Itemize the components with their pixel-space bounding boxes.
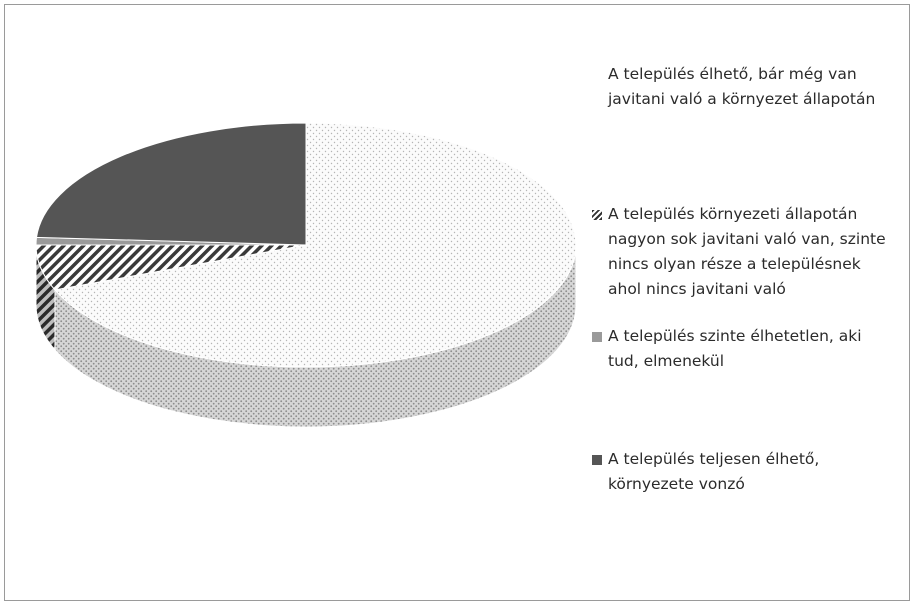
legend-item: A település teljesen élhető, környezete … (592, 447, 892, 497)
legend-item: A település szinte élhetetlen, aki tud, … (592, 324, 892, 374)
legend-swatch (592, 70, 602, 80)
legend-swatch (592, 332, 602, 342)
legend-item: A település környezeti állapotán nagyon … (592, 202, 892, 302)
legend-label: A település élhető, bár még van javitani… (608, 65, 876, 108)
pie-slice (35, 122, 307, 246)
pie-slice (53, 122, 577, 368)
legend-swatch (592, 210, 602, 220)
legend-item: A település élhető, bár még van javitani… (592, 62, 892, 112)
legend-label: A település szinte élhetetlen, aki tud, … (608, 327, 862, 370)
legend-label: A település teljesen élhető, környezete … (608, 450, 820, 493)
legend-label: A település környezeti állapotán nagyon … (608, 205, 886, 298)
legend-swatch (592, 455, 602, 465)
